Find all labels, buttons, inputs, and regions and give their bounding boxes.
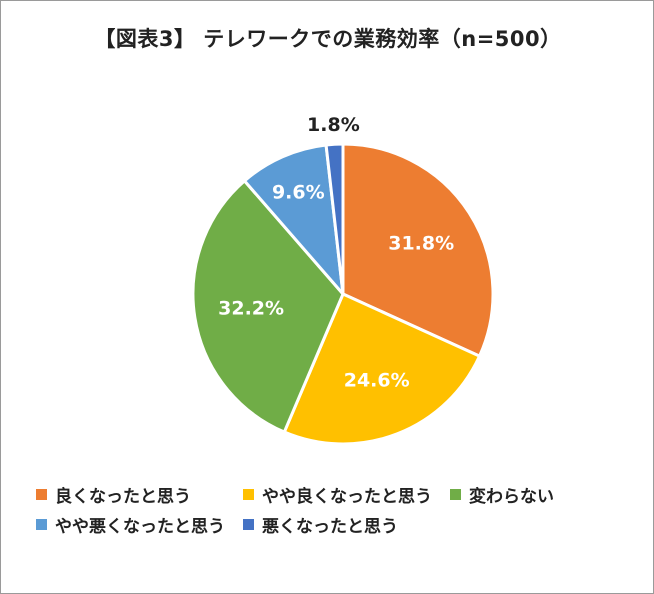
pie-slice-3 — [191, 179, 345, 434]
data-label-4: 9.6% — [272, 181, 325, 203]
data-label-3: 32.2% — [218, 298, 284, 320]
data-label-2: 24.6% — [344, 370, 410, 392]
data-label-1: 31.8% — [388, 233, 454, 255]
pie-slice-4 — [243, 143, 345, 296]
pie-slice-1 — [341, 142, 495, 358]
chart-title: 【図表3】 テレワークでの業務効率（n=500） — [94, 27, 562, 51]
data-label-5: 1.8% — [307, 114, 360, 136]
pie-slice-2 — [282, 292, 482, 446]
pie-slice-5 — [324, 142, 345, 296]
